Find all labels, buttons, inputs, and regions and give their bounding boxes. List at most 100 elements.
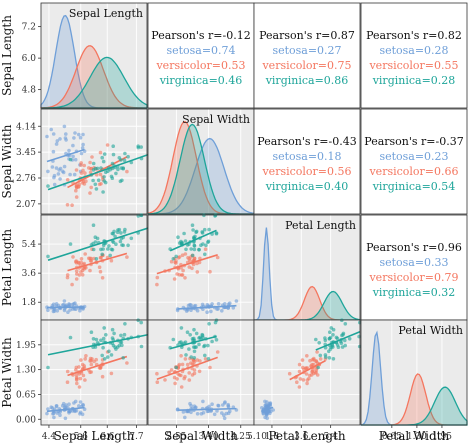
correlation-setosa: setosa=0.74	[166, 44, 235, 57]
point-versicolor	[75, 272, 79, 276]
point-versicolor	[74, 277, 79, 281]
point-virginica	[185, 330, 190, 335]
y-axis-title: Sepal Width	[0, 124, 14, 198]
point-versicolor	[94, 172, 99, 177]
y-axis-title: Petal Width	[0, 337, 14, 408]
panel-3-3: Petal Width	[360, 319, 468, 426]
point-virginica	[123, 151, 127, 156]
point-setosa	[68, 308, 72, 312]
diag-label: Sepal Width	[182, 113, 250, 126]
point-setosa	[78, 412, 82, 416]
correlation-setosa: setosa=0.27	[272, 44, 341, 57]
point-virginica	[317, 341, 322, 345]
point-virginica	[102, 357, 107, 361]
correlation-1-3: Pearson's r=-0.37 setosa=0.23 versicolor=0…	[364, 135, 463, 193]
point-versicolor	[300, 358, 305, 362]
point-setosa	[181, 410, 186, 414]
point-versicolor	[183, 276, 187, 280]
point-setosa	[212, 412, 217, 417]
point-versicolor	[180, 253, 185, 257]
panel-frame	[360, 319, 468, 426]
point-virginica	[193, 234, 197, 239]
point-versicolor	[167, 370, 171, 375]
point-versicolor	[100, 276, 105, 280]
panel-2-1	[147, 213, 255, 321]
point-versicolor	[109, 258, 114, 263]
correlation-setosa: setosa=0.23	[379, 150, 448, 163]
point-versicolor	[83, 378, 87, 382]
point-virginica	[110, 336, 115, 340]
point-versicolor	[174, 261, 178, 265]
point-setosa	[216, 307, 220, 311]
x-axis-title: Sepal Length	[54, 429, 135, 443]
panel-3-0	[40, 318, 153, 426]
point-setosa	[62, 299, 67, 303]
point-setosa	[205, 303, 210, 307]
point-virginica	[89, 330, 94, 335]
point-setosa	[205, 310, 209, 315]
point-versicolor	[70, 203, 74, 207]
x-tick-label: 4.25	[231, 432, 251, 442]
point-virginica	[192, 244, 197, 248]
point-versicolor	[163, 378, 167, 382]
point-versicolor	[195, 270, 200, 274]
point-virginica	[94, 337, 99, 342]
point-setosa	[267, 409, 272, 414]
point-versicolor	[180, 362, 185, 367]
point-setosa	[67, 409, 72, 414]
point-versicolor	[105, 143, 110, 147]
point-versicolor	[187, 371, 191, 375]
point-setosa	[72, 136, 76, 140]
point-virginica	[110, 176, 115, 180]
point-versicolor	[307, 376, 311, 381]
density-versicolor	[40, 45, 147, 109]
point-virginica	[194, 331, 199, 336]
point-virginica	[192, 356, 197, 360]
point-versicolor	[310, 357, 315, 362]
correlation-versicolor: versicolor=0.56	[261, 165, 351, 178]
point-versicolor	[65, 380, 70, 385]
point-virginica	[197, 248, 201, 252]
point-setosa	[234, 299, 239, 303]
point-virginica	[214, 231, 219, 235]
point-virginica	[327, 349, 331, 354]
point-setosa	[52, 309, 57, 313]
point-versicolor	[74, 188, 78, 193]
panel-0-0: Sepal Length	[40, 2, 148, 109]
x-tick-label: 1.8	[265, 432, 280, 442]
point-versicolor	[80, 273, 85, 277]
point-setosa	[73, 307, 78, 312]
point-setosa	[81, 132, 85, 137]
point-virginica	[122, 158, 127, 163]
point-setosa	[52, 173, 57, 178]
point-versicolor	[79, 358, 83, 362]
point-virginica	[120, 243, 124, 247]
point-virginica	[190, 253, 195, 258]
point-versicolor	[183, 374, 187, 379]
point-versicolor	[305, 366, 310, 370]
point-virginica	[343, 338, 347, 343]
point-virginica	[68, 242, 73, 246]
point-virginica	[120, 178, 124, 183]
point-virginica	[339, 341, 344, 346]
point-versicolor	[208, 365, 212, 370]
point-virginica	[204, 243, 208, 248]
correlation-versicolor: versicolor=0.55	[368, 59, 458, 72]
point-setosa	[216, 302, 221, 306]
point-versicolor	[83, 171, 87, 175]
point-virginica	[179, 326, 184, 330]
point-versicolor	[195, 358, 200, 362]
point-virginica	[200, 333, 205, 338]
correlation-virginica: virginica=0.32	[372, 286, 456, 299]
point-versicolor	[89, 256, 93, 261]
point-virginica	[347, 337, 352, 341]
point-versicolor	[90, 155, 94, 159]
point-setosa	[45, 134, 49, 139]
point-setosa	[207, 404, 211, 409]
x-tick-label: 6.6	[100, 432, 115, 442]
point-setosa	[50, 406, 55, 410]
point-virginica	[46, 184, 50, 188]
trend-versicolor	[67, 355, 128, 377]
point-versicolor	[314, 370, 318, 374]
point-versicolor	[79, 270, 83, 274]
